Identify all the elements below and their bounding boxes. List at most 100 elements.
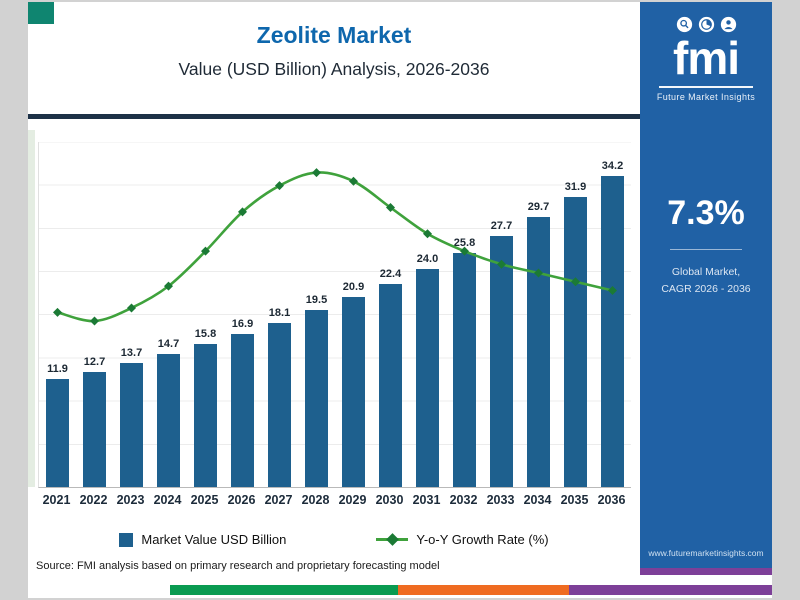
logo-tagline: Future Market Insights [656, 92, 756, 102]
bar-2036 [601, 176, 624, 487]
line-marker-2030 [386, 203, 395, 213]
bar-2028 [305, 310, 328, 487]
line-marker-2026 [238, 207, 247, 217]
sidebar-panel: fmi Future Market Insights 7.3% Global M… [640, 2, 772, 568]
bar-2029 [342, 297, 365, 487]
logo-rule [659, 86, 753, 88]
bar-value-label-2029: 20.9 [342, 281, 365, 293]
legend-item-bar: Market Value USD Billion [119, 532, 286, 547]
bar-2027 [268, 323, 291, 487]
stat-divider [670, 249, 742, 250]
bar-value-label-2026: 16.9 [231, 318, 254, 330]
source-note: Source: FMI analysis based on primary re… [36, 560, 440, 572]
bar-value-label-2036: 34.2 [601, 160, 624, 172]
left-accent-strip [28, 130, 35, 487]
x-tick-2022: 2022 [79, 493, 108, 507]
line-marker-2024 [164, 281, 173, 291]
corner-accent-square [28, 2, 54, 24]
bar-2026 [231, 334, 254, 487]
bar-swatch [119, 532, 134, 547]
logo-wordmark: fmi [673, 32, 740, 84]
bar-2030 [379, 284, 402, 487]
line-marker-2033 [497, 259, 506, 269]
bar-value-label-2024: 14.7 [157, 338, 180, 350]
infographic-canvas: Zeolite Market Value (USD Billion) Analy… [28, 2, 772, 598]
logo-icons-row [657, 16, 755, 33]
accent-strip-purple [569, 585, 772, 595]
bar-value-label-2022: 12.7 [83, 356, 106, 368]
bar-value-label-2032: 25.8 [453, 237, 476, 249]
line-marker-2021 [53, 307, 62, 317]
line-marker-2029 [349, 176, 358, 186]
bar-2031 [416, 269, 439, 487]
line-marker-2022 [90, 316, 99, 326]
x-tick-2027: 2027 [264, 493, 293, 507]
bar-2034 [527, 217, 550, 487]
x-tick-2025: 2025 [190, 493, 219, 507]
pie-chart-icon [698, 16, 714, 33]
footer-accent-strips [170, 585, 772, 595]
bar-value-label-2021: 11.9 [47, 363, 68, 375]
bar-value-label-2034: 29.7 [527, 201, 550, 213]
cagr-value: 7.3% [667, 194, 745, 232]
legend-bar-label: Market Value USD Billion [141, 532, 287, 547]
person-icon [720, 16, 736, 33]
x-axis-labels: 2021 2022 2023 2024 2025 2026 2027 2028 2029 2030… [38, 493, 630, 507]
x-tick-2024: 2024 [153, 493, 182, 507]
x-tick-2035: 2035 [560, 493, 589, 507]
website-link[interactable]: www.futuremarketinsights.com [648, 548, 764, 558]
x-tick-2029: 2029 [338, 493, 367, 507]
chart-legend: Market Value USD Billion Y-o-Y Growth Ra… [28, 532, 640, 547]
x-tick-2031: 2031 [412, 493, 441, 507]
cagr-caption-line2: CAGR 2026 - 2036 [661, 282, 751, 295]
line-marker-2028 [312, 168, 321, 178]
bar-2033 [490, 236, 513, 487]
x-tick-2034: 2034 [523, 493, 552, 507]
legend-line-label: Y-o-Y Growth Rate (%) [416, 532, 549, 547]
bar-value-label-2025: 15.8 [194, 328, 217, 340]
line-marker-2025 [201, 246, 210, 256]
x-tick-2028: 2028 [301, 493, 330, 507]
line-marker-2032 [460, 246, 469, 256]
x-tick-2033: 2033 [486, 493, 515, 507]
cagr-caption-line1: Global Market, [671, 266, 741, 278]
bar-2035 [564, 197, 587, 487]
legend-item-line: Y-o-Y Growth Rate (%) [376, 532, 549, 547]
bar-2021 [46, 379, 69, 487]
plot-area: 11.9 12.7 13.7 14.7 15.8 16.9 18.1 19.5 20.9 22.4… [38, 142, 631, 488]
line-marker-2031 [423, 229, 432, 239]
chart-title: Zeolite Market [256, 22, 412, 48]
chart-subtitle: Value (USD Billion) Analysis, 2026-2036 [178, 59, 490, 79]
panel-underline-strip [640, 568, 772, 575]
line-marker-2035 [571, 277, 580, 287]
bar-value-label-2027: 18.1 [268, 307, 291, 319]
cagr-caption: Global Market, CAGR 2026 - 2036 [661, 264, 750, 298]
line-swatch [376, 532, 409, 546]
bar-value-label-2030: 22.4 [379, 268, 402, 280]
line-marker-2027 [275, 181, 284, 191]
bar-value-label-2023: 13.7 [120, 347, 143, 359]
accent-strip-green [170, 585, 398, 595]
bar-value-label-2028: 19.5 [305, 294, 328, 306]
line-marker-2034 [534, 268, 543, 278]
bar-2025 [194, 344, 217, 487]
x-tick-2021: 2021 [42, 493, 71, 507]
bar-value-label-2035: 31.9 [564, 181, 587, 193]
fmi-logo: fmi Future Market Insights [657, 16, 755, 102]
x-tick-2023: 2023 [116, 493, 145, 507]
accent-strip-orange [398, 585, 569, 595]
diamond-marker-icon [386, 532, 400, 546]
magnifier-icon [676, 16, 692, 33]
bar-2022 [83, 372, 106, 487]
bar-2024 [157, 354, 180, 487]
chart-header: Zeolite Market Value (USD Billion) Analy… [28, 2, 640, 80]
x-tick-2026: 2026 [227, 493, 256, 507]
header-divider [28, 114, 640, 119]
growth-line [53, 168, 617, 326]
x-tick-2032: 2032 [449, 493, 478, 507]
bar-2023 [120, 363, 143, 487]
line-marker-2036 [608, 285, 617, 295]
bar-value-label-2033: 27.7 [490, 220, 513, 232]
x-tick-2036: 2036 [597, 493, 626, 507]
line-marker-2023 [127, 303, 136, 313]
